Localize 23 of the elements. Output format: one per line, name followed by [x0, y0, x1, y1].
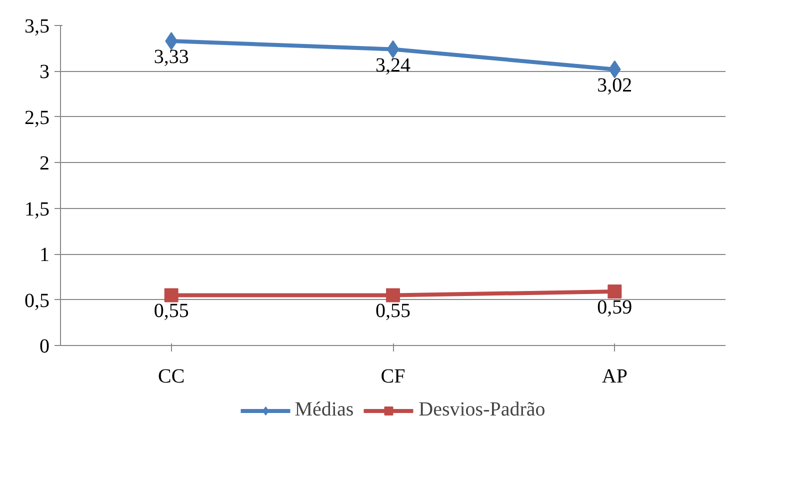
y-tick-label: 0,5: [24, 290, 50, 312]
data-label: 3,33: [154, 46, 189, 68]
y-tick-label: 3,5: [24, 16, 50, 38]
y-tick-label: 1,5: [24, 198, 50, 220]
legend-label: Desvios-Padrão: [418, 398, 546, 422]
y-tick-label: 2: [40, 152, 50, 175]
y-tick-label: 0: [40, 336, 50, 358]
data-label: 0,55: [154, 300, 189, 322]
point: [608, 284, 622, 299]
data-label: 0,55: [376, 300, 410, 322]
point: [386, 40, 400, 58]
data-label: 3,02: [597, 74, 632, 96]
legend-label: Médias: [294, 398, 354, 422]
x-tick-label: CC: [158, 366, 185, 388]
point: [164, 288, 178, 302]
y-tick-label: 2,5: [24, 106, 50, 129]
point: [386, 288, 400, 302]
x-tick-label: CF: [380, 366, 406, 388]
y-tick-label: 3: [40, 61, 50, 84]
y-tick-label: 1: [40, 244, 50, 266]
data-label: 0,59: [597, 296, 632, 319]
data-label: 3,24: [376, 54, 410, 76]
x-tick-label: AP: [602, 366, 628, 388]
